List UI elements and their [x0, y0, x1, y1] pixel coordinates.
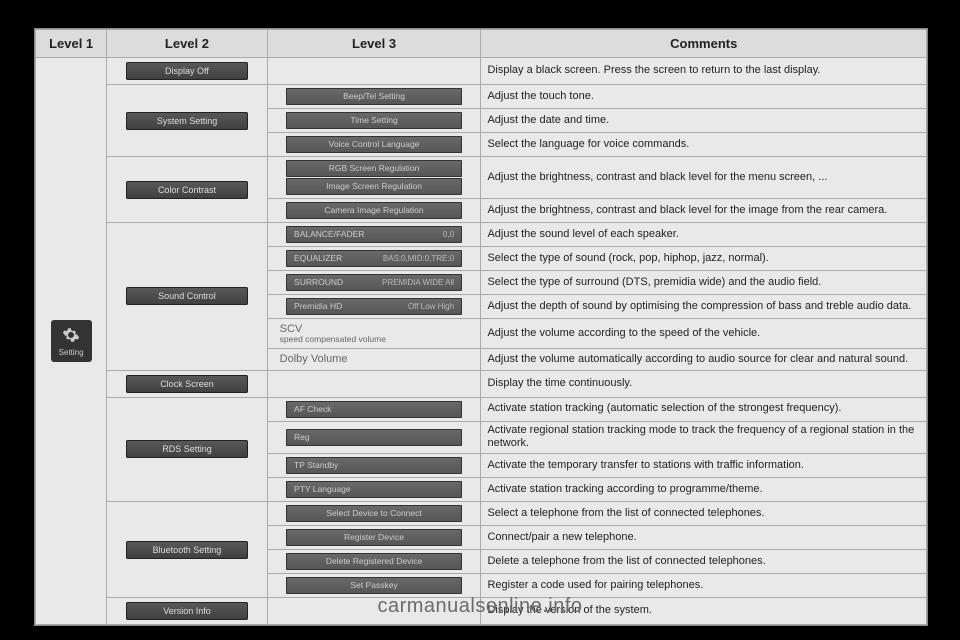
register-device-bar[interactable]: Register Device [286, 529, 462, 546]
l3-camera-reg: Camera Image Regulation [267, 199, 481, 223]
comment-surround: Select the type of surround (DTS, premid… [481, 271, 927, 295]
comment-premidia: Adjust the depth of sound by optimising … [481, 295, 927, 319]
l3-voice-lang: Voice Control Language [267, 133, 481, 157]
comment-balance-fader: Adjust the sound level of each speaker. [481, 223, 927, 247]
setting-button[interactable]: Setting [51, 320, 92, 362]
l3-select-device: Select Device to Connect [267, 502, 481, 526]
pty-lang-bar[interactable]: PTY Language [286, 481, 462, 498]
comment-voice-lang: Select the language for voice commands. [481, 133, 927, 157]
comment-beep-tel: Adjust the touch tone. [481, 85, 927, 109]
l3-register-device: Register Device [267, 526, 481, 550]
comment-display-off: Display a black screen. Press the screen… [481, 58, 927, 85]
scv-label: SCVspeed compensated volume [274, 321, 475, 346]
comment-tp-standby: Activate the temporary transfer to stati… [481, 454, 927, 478]
time-setting-bar[interactable]: Time Setting [286, 112, 462, 129]
l2-system-setting: System Setting [107, 85, 267, 157]
af-check-bar[interactable]: AF Check [286, 401, 462, 418]
l2-rds-setting: RDS Setting [107, 397, 267, 502]
camera-reg-bar[interactable]: Camera Image Regulation [286, 202, 462, 219]
l3-surround: SURROUNDPREMIDIA WIDE All [267, 271, 481, 295]
l3-beep-tel: Beep/Tel Setting [267, 85, 481, 109]
l2-sound-control: Sound Control [107, 223, 267, 371]
l3-balance-fader: BALANCE/FADER0,0 [267, 223, 481, 247]
l3-set-passkey: Set Passkey [267, 574, 481, 598]
comment-delete-device: Delete a telephone from the list of conn… [481, 550, 927, 574]
system-setting-button[interactable]: System Setting [126, 112, 248, 130]
l3-empty [267, 58, 481, 85]
l3-equalizer: EQUALIZERBAS:0,MID:0,TRE:0 [267, 247, 481, 271]
setting-label: Setting [59, 348, 84, 357]
gear-icon [62, 326, 80, 344]
l2-bluetooth-setting: Bluetooth Setting [107, 502, 267, 598]
bluetooth-setting-button[interactable]: Bluetooth Setting [126, 541, 248, 559]
comment-set-passkey: Register a code used for pairing telepho… [481, 574, 927, 598]
l2-clock-screen: Clock Screen [107, 370, 267, 397]
balance-fader-bar[interactable]: BALANCE/FADER0,0 [286, 226, 462, 243]
beep-tel-bar[interactable]: Beep/Tel Setting [286, 88, 462, 105]
premidia-bar[interactable]: Premidia HDOff Low High [286, 298, 462, 315]
clock-screen-button[interactable]: Clock Screen [126, 375, 248, 393]
l3-tp-standby: TP Standby [267, 454, 481, 478]
l3-rgb-image: RGB Screen Regulation Image Screen Regul… [267, 157, 481, 199]
rgb-reg-bar[interactable]: RGB Screen Regulation [286, 160, 462, 177]
l3-premidia: Premidia HDOff Low High [267, 295, 481, 319]
comment-equalizer: Select the type of sound (rock, pop, hip… [481, 247, 927, 271]
comment-scv: Adjust the volume according to the speed… [481, 319, 927, 349]
header-level1: Level 1 [36, 30, 107, 58]
voice-lang-bar[interactable]: Voice Control Language [286, 136, 462, 153]
comment-dolby: Adjust the volume automatically accordin… [481, 349, 927, 370]
l3-empty-clock [267, 370, 481, 397]
rds-setting-button[interactable]: RDS Setting [126, 440, 248, 458]
l3-delete-device: Delete Registered Device [267, 550, 481, 574]
watermark-text: carmanualsonline.info [0, 595, 960, 618]
comment-register-device: Connect/pair a new telephone. [481, 526, 927, 550]
l3-pty-lang: PTY Language [267, 478, 481, 502]
comment-clock: Display the time continuously. [481, 370, 927, 397]
l3-time-setting: Time Setting [267, 109, 481, 133]
l3-dolby: Dolby Volume [267, 349, 481, 370]
comment-time-setting: Adjust the date and time. [481, 109, 927, 133]
dolby-label: Dolby Volume [274, 351, 475, 367]
equalizer-bar[interactable]: EQUALIZERBAS:0,MID:0,TRE:0 [286, 250, 462, 267]
settings-table: Level 1 Level 2 Level 3 Comments Setting… [34, 28, 928, 626]
comment-camera-reg: Adjust the brightness, contrast and blac… [481, 199, 927, 223]
l3-scv: SCVspeed compensated volume [267, 319, 481, 349]
l3-af-check: AF Check [267, 397, 481, 421]
reg-bar[interactable]: Reg [286, 429, 462, 446]
image-reg-bar[interactable]: Image Screen Regulation [286, 178, 462, 195]
header-comments: Comments [481, 30, 927, 58]
sound-control-button[interactable]: Sound Control [126, 287, 248, 305]
l3-reg: Reg [267, 421, 481, 454]
color-contrast-button[interactable]: Color Contrast [126, 181, 248, 199]
tp-standby-bar[interactable]: TP Standby [286, 457, 462, 474]
header-level2: Level 2 [107, 30, 267, 58]
select-device-bar[interactable]: Select Device to Connect [286, 505, 462, 522]
delete-device-bar[interactable]: Delete Registered Device [286, 553, 462, 570]
comment-reg: Activate regional station tracking mode … [481, 421, 927, 454]
set-passkey-bar[interactable]: Set Passkey [286, 577, 462, 594]
surround-bar[interactable]: SURROUNDPREMIDIA WIDE All [286, 274, 462, 291]
header-level3: Level 3 [267, 30, 481, 58]
display-off-button[interactable]: Display Off [126, 62, 248, 80]
comment-select-device: Select a telephone from the list of conn… [481, 502, 927, 526]
level1-cell: Setting [36, 58, 107, 625]
comment-pty-lang: Activate station tracking according to p… [481, 478, 927, 502]
l2-display-off: Display Off [107, 58, 267, 85]
l2-color-contrast: Color Contrast [107, 157, 267, 223]
comment-af-check: Activate station tracking (automatic sel… [481, 397, 927, 421]
comment-rgb-image: Adjust the brightness, contrast and blac… [481, 157, 927, 199]
